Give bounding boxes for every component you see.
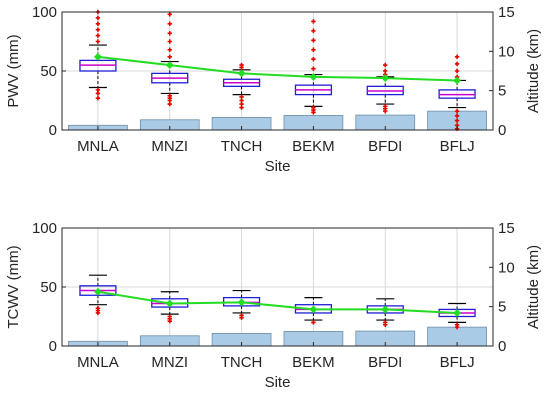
tick-label-right: 15 [498,4,515,21]
tick-label-left: 50 [40,63,57,80]
x-tick-label-mnla: MNLA [77,354,119,371]
outlier-high-4 [95,33,101,38]
outlier-high-7 [167,31,172,36]
outlier-high-9 [167,12,172,17]
tick-label-left: 0 [49,122,57,139]
outlier-high-6 [95,21,101,26]
outlier-high-5 [239,62,244,68]
outlier-high-3 [95,39,101,44]
mean-marker-mnla [94,287,102,296]
outlier-high-8 [167,21,172,26]
tick-label-right: 10 [498,43,515,60]
tick-label-left: 100 [32,220,57,237]
tick-label-right: 10 [498,259,515,276]
outlier-high-4 [167,54,172,60]
outlier-low-0 [311,320,316,325]
outlier-high-6 [311,38,316,43]
y-axis-label-right: Altitude (km) [525,29,542,113]
tick-label-left: 0 [49,338,57,355]
y-axis-label-left: PWV (mm) [5,34,22,107]
mean-marker-bekm [309,305,318,314]
x-axis-label: Site [265,374,291,391]
outlier-low-2 [383,108,388,114]
tick-label-right: 5 [498,299,506,316]
mean-marker-bflj [453,309,461,317]
tick-label-right: 0 [498,338,506,355]
tick-label-left: 100 [32,4,57,21]
tick-label-right: 5 [498,83,506,100]
tick-label-left: 50 [40,279,57,296]
outlier-low-2 [167,319,172,324]
y-axis-label-right: Altitude (km) [525,245,542,329]
mean-marker-bekm [309,72,318,81]
outlier-low-1 [454,324,460,330]
y-axis-label-left: TCWV (mm) [5,245,22,328]
outlier-high-7 [95,15,101,21]
tick-label-right: 15 [498,220,515,237]
outlier-high-8 [454,54,460,60]
outlier-high-6 [454,68,460,74]
outlier-high-5 [383,62,388,68]
x-tick-label-bflj: BFLJ [440,138,475,155]
mean-line [97,290,458,314]
x-tick-label-tnch: TNCH [221,138,263,155]
outlier-low-3 [167,101,172,107]
mean-marker-mnzi [165,299,174,308]
x-tick-label-mnzi: MNZI [151,354,188,371]
x-tick-label-bfdi: BFDI [368,354,402,371]
x-tick-label-bflj: BFLJ [440,354,475,371]
x-tick-label-mnzi: MNZI [151,138,188,155]
x-tick-label-bekm: BEKM [292,354,335,371]
outlier-high-7 [311,28,316,34]
outlier-low-3 [239,105,244,110]
outlier-low-2 [311,110,316,115]
outlier-low-0 [454,108,460,114]
mean-marker-mnla [94,52,102,61]
box-tnch [222,62,261,110]
mean-marker-mnzi [165,61,174,70]
mean-marker-bflj [453,76,461,85]
tick-label-right: 0 [498,122,506,139]
outlier-high-4 [383,68,388,74]
outlier-low-1 [454,113,460,119]
mean-marker-bfdi [381,305,390,314]
outlier-high-6 [167,39,172,44]
box-bekm [294,19,333,115]
outlier-low-1 [383,322,388,327]
outlier-low-2 [95,95,101,101]
outlier-high-5 [311,47,316,52]
outlier-low-1 [95,91,101,96]
mean-marker-tnch [237,69,246,78]
mean-line [97,55,458,82]
x-tick-label-bfdi: BFDI [368,138,402,155]
x-tick-label-bekm: BEKM [292,138,335,155]
outlier-high-3 [311,66,316,71]
mean-marker-bfdi [381,74,390,82]
x-tick-label-tnch: TNCH [221,354,263,371]
outlier-high-4 [311,57,316,62]
outlier-high-5 [95,27,101,32]
chart-panel-1: 0 50 100 0 5 10 15 MNLA MNZI TNCH BEKM BFDI BFLJ Site… [5,4,542,175]
outlier-low-2 [95,310,101,316]
outlier-high-8 [311,19,316,24]
x-tick-label-mnla: MNLA [77,138,119,155]
outlier-low-2 [454,118,460,123]
outlier-low-1 [239,315,244,320]
x-axis-label: Site [265,158,291,175]
outlier-high-5 [167,47,172,52]
mean-marker-tnch [237,298,246,307]
chart-panel-2: 0 50 100 0 5 10 15 MNLA MNZI TNCH BEKM BFDI BFLJ Site… [5,220,542,391]
outlier-high-7 [454,61,460,67]
